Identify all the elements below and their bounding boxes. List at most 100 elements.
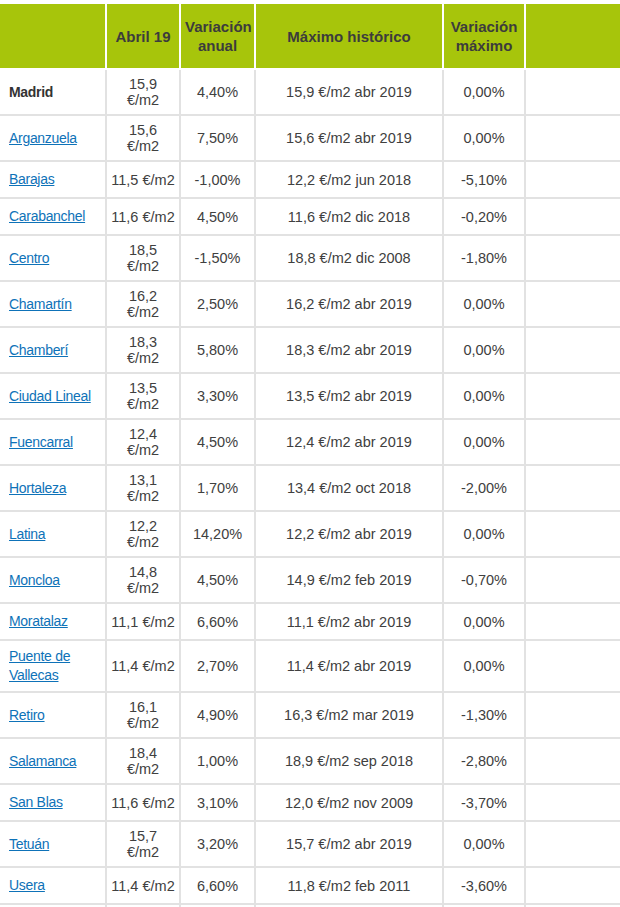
abril19-cell: 11,5 €/m2 xyxy=(106,161,180,198)
variacion-anual-cell: -1,00% xyxy=(180,161,255,198)
variacion-anual-cell: 14,20% xyxy=(180,511,255,557)
district-link[interactable]: Usera xyxy=(9,877,45,893)
empty-cell xyxy=(525,235,620,281)
variacion-maximo-cell: 0,00% xyxy=(443,327,525,373)
district-cell: Retiro xyxy=(0,692,106,738)
maximo-historico-cell: 11,8 €/m2 feb 2011 xyxy=(255,867,443,904)
district-link[interactable]: Arganzuela xyxy=(9,130,77,146)
empty-cell xyxy=(525,198,620,235)
district-link[interactable]: Ciudad Lineal xyxy=(9,388,91,404)
maximo-historico-cell: 15,7 €/m2 abr 2019 xyxy=(255,821,443,867)
variacion-maximo-cell: 0,00% xyxy=(443,640,525,692)
empty-cell xyxy=(525,373,620,419)
maximo-historico-cell: 11,4 €/m2 abr 2019 xyxy=(255,640,443,692)
abril19-cell: 15,6 €/m2 xyxy=(106,115,180,161)
empty-cell xyxy=(525,557,620,603)
variacion-anual-cell: 2,70% xyxy=(180,640,255,692)
variacion-anual-cell: 1,70% xyxy=(180,465,255,511)
district-link[interactable]: San Blas xyxy=(9,794,63,810)
variacion-anual-cell: 2,50% xyxy=(180,281,255,327)
variacion-anual-cell: 4,50% xyxy=(180,419,255,465)
maximo-historico-cell: 15,6 €/m2 abr 2019 xyxy=(255,115,443,161)
table-row: Hortaleza13,1 €/m21,70%13,4 €/m2 oct 201… xyxy=(0,465,620,511)
abril19-cell: 18,5 €/m2 xyxy=(106,235,180,281)
empty-cell xyxy=(525,692,620,738)
empty-cell xyxy=(525,738,620,784)
maximo-historico-cell: 12,0 €/m2 nov 2009 xyxy=(255,784,443,821)
maximo-historico-cell: 15,9 €/m2 abr 2019 xyxy=(255,69,443,115)
district-name-bold: Madrid xyxy=(9,84,53,100)
district-link[interactable]: Chamberí xyxy=(9,342,68,358)
district-link[interactable]: Puente de Vallecas xyxy=(9,648,70,683)
empty-cell xyxy=(525,465,620,511)
district-cell: Moratalaz xyxy=(0,603,106,640)
table-row: Puente de Vallecas 11,4 €/m22,70%11,4 €/m… xyxy=(0,640,620,692)
variacion-maximo-cell: 0,00% xyxy=(443,419,525,465)
district-cell: Chamberí xyxy=(0,327,106,373)
district-cell: Barajas xyxy=(0,161,106,198)
column-header-empty xyxy=(525,4,620,69)
maximo-historico-cell: 11,6 €/m2 dic 2018 xyxy=(255,198,443,235)
district-link[interactable]: Carabanchel xyxy=(9,208,85,224)
table-row: Usera11,4 €/m26,60%11,8 €/m2 feb 2011-3,… xyxy=(0,867,620,904)
abril19-cell: 11,4 €/m2 xyxy=(106,867,180,904)
district-cell: Hortaleza xyxy=(0,465,106,511)
column-header: Variación anual xyxy=(180,4,255,69)
variacion-maximo-cell: -3,70% xyxy=(443,784,525,821)
district-link[interactable]: Centro xyxy=(9,250,49,266)
district-link[interactable]: Latina xyxy=(9,526,45,542)
variacion-maximo-cell: -0,20% xyxy=(443,198,525,235)
column-header: Variación máximo xyxy=(443,4,525,69)
variacion-maximo-cell: 0,00% xyxy=(443,281,525,327)
variacion-anual-cell: 4,50% xyxy=(180,198,255,235)
district-link[interactable]: Salamanca xyxy=(9,753,76,769)
table-row: Tetuán15,7 €/m23,20%15,7 €/m2 abr 20190,… xyxy=(0,821,620,867)
table-row: Moratalaz 11,1 €/m26,60%11,1 €/m2 abr 201… xyxy=(0,603,620,640)
abril19-cell: 11,1 €/m2 xyxy=(106,603,180,640)
empty-cell xyxy=(525,161,620,198)
variacion-anual-cell: 5,80% xyxy=(180,327,255,373)
maximo-historico-cell: 18,8 €/m2 dic 2008 xyxy=(255,235,443,281)
variacion-maximo-cell: 0,00% xyxy=(443,603,525,640)
district-cell: Tetuán xyxy=(0,821,106,867)
empty-cell xyxy=(525,784,620,821)
district-link[interactable]: Retiro xyxy=(9,707,45,723)
abril19-cell: 18,3 €/m2 xyxy=(106,327,180,373)
variacion-maximo-cell: -2,00% xyxy=(443,465,525,511)
price-table: Abril 19Variación anualMáximo históricoV… xyxy=(0,4,620,907)
header-row: Abril 19Variación anualMáximo históricoV… xyxy=(0,4,620,69)
variacion-maximo-cell: 0,00% xyxy=(443,821,525,867)
district-cell: Madrid xyxy=(0,69,106,115)
district-cell: San Blas xyxy=(0,784,106,821)
variacion-anual-cell: 6,60% xyxy=(180,867,255,904)
table-row: San Blas11,6 €/m23,10%12,0 €/m2 nov 2009… xyxy=(0,784,620,821)
table-row: Barajas 11,5 €/m2-1,00%12,2 €/m2 jun 2018… xyxy=(0,161,620,198)
district-link[interactable]: Tetuán xyxy=(9,836,49,852)
empty-cell xyxy=(525,281,620,327)
empty-cell xyxy=(525,419,620,465)
district-cell: Fuencarral xyxy=(0,419,106,465)
abril19-cell: 13,5 €/m2 xyxy=(106,373,180,419)
district-link[interactable]: Barajas xyxy=(9,171,54,187)
maximo-historico-cell: 12,2 €/m2 jun 2018 xyxy=(255,161,443,198)
empty-cell xyxy=(525,867,620,904)
variacion-maximo-cell: 0,00% xyxy=(443,115,525,161)
empty-cell xyxy=(525,603,620,640)
variacion-anual-cell: 4,90% xyxy=(180,692,255,738)
district-link[interactable]: Chamartín xyxy=(9,296,72,312)
abril19-cell: 18,4 €/m2 xyxy=(106,738,180,784)
maximo-historico-cell: 18,3 €/m2 abr 2019 xyxy=(255,327,443,373)
abril19-cell: 12,4 €/m2 xyxy=(106,419,180,465)
variacion-anual-cell: 3,20% xyxy=(180,821,255,867)
variacion-anual-cell: -1,50% xyxy=(180,235,255,281)
district-link[interactable]: Fuencarral xyxy=(9,434,73,450)
district-cell: Chamartín xyxy=(0,281,106,327)
maximo-historico-cell: 11,1 €/m2 abr 2019 xyxy=(255,603,443,640)
district-link[interactable]: Moratalaz xyxy=(9,613,68,629)
district-link[interactable]: Moncloa xyxy=(9,572,60,588)
district-link[interactable]: Hortaleza xyxy=(9,480,66,496)
variacion-anual-cell: 6,60% xyxy=(180,603,255,640)
column-header: Máximo histórico xyxy=(255,4,443,69)
variacion-maximo-cell: -1,30% xyxy=(443,692,525,738)
abril19-cell: 11,4 €/m2 xyxy=(106,640,180,692)
